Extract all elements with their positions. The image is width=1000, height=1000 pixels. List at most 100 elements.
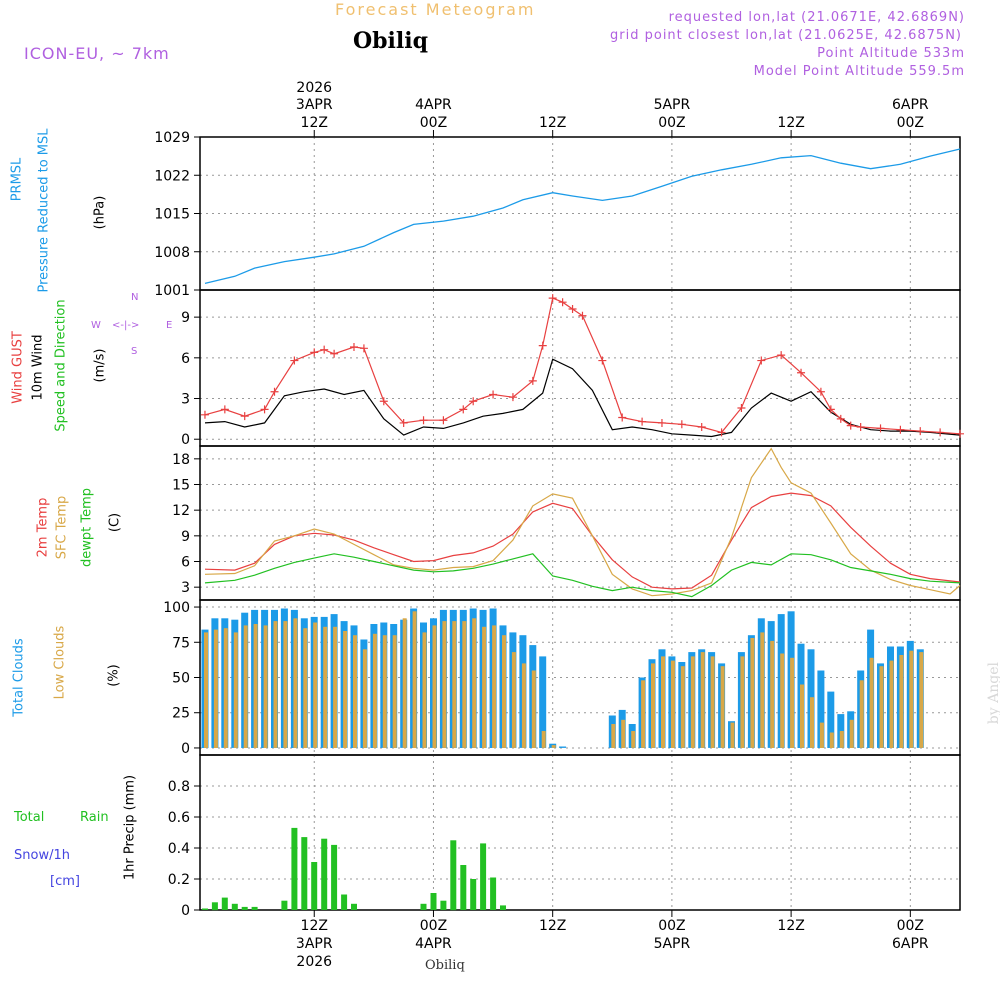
rain-bar: [430, 893, 437, 910]
rain-bar: [281, 900, 288, 910]
low-cloud-bar: [720, 666, 725, 748]
low-cloud-bar: [313, 622, 318, 748]
gust-marker: [260, 405, 269, 414]
low-cloud-bar: [253, 624, 258, 748]
model-altitude: Model Point Altitude 559.5m: [753, 64, 965, 79]
bottom-time-label: 12Z: [777, 918, 804, 934]
low-cloud-bar: [362, 649, 367, 748]
low-cloud-bar: [730, 722, 735, 748]
y-tick-label: 50: [172, 671, 190, 687]
gust-marker: [469, 397, 478, 406]
total-cloud-bar: [827, 691, 835, 748]
low-cloud-bar: [283, 621, 288, 748]
low-cloud-bar: [849, 719, 854, 748]
gust-marker: [797, 368, 806, 377]
low-cloud-bar: [869, 657, 874, 748]
gust-marker: [200, 410, 209, 419]
gust-marker: [399, 418, 408, 427]
low-cloud-bar: [243, 625, 248, 748]
rain-bar: [321, 838, 328, 910]
y-tick-label: 18: [172, 452, 190, 468]
gust-marker: [538, 341, 547, 350]
gust-marker: [528, 376, 537, 385]
low-cloud-bar: [710, 656, 715, 748]
y-tick-label: 0: [181, 432, 190, 448]
low-cloud-bar: [740, 656, 745, 748]
gust-marker: [359, 344, 368, 353]
pressure-line: [204, 148, 961, 285]
low-cloud-bar: [750, 638, 755, 748]
bottom-time-label: 00Z: [658, 918, 685, 934]
y-tick-label: 12: [172, 503, 190, 519]
low-cloud-bar: [442, 621, 447, 748]
low-cloud-bar: [223, 628, 228, 748]
low-cloud-bar: [293, 618, 298, 748]
top-time-label: 00Z: [658, 115, 685, 131]
y-tick-label: 100: [163, 600, 190, 616]
low-cloud-bar: [641, 680, 646, 748]
temp2m-line: [204, 492, 961, 590]
top-time-label: 2026: [296, 80, 332, 96]
low-cloud-bar: [472, 618, 477, 748]
gust-marker: [290, 356, 299, 365]
total-cloud-bar: [559, 746, 567, 748]
requested-coords: requested lon,lat (21.0671E, 42.6869N): [668, 10, 965, 25]
low-cloud-bar: [879, 666, 884, 748]
rain-bar: [341, 894, 348, 910]
low-cloud-bar: [462, 621, 467, 748]
gust-marker: [896, 425, 905, 434]
rain-bar: [420, 903, 427, 910]
top-time-label: 12Z: [777, 115, 804, 131]
low-cloud-bar: [432, 625, 437, 748]
gust-marker: [777, 351, 786, 360]
low-cloud-bar: [343, 631, 348, 748]
y-tick-label: 15: [172, 478, 190, 494]
low-cloud-bar: [780, 653, 785, 748]
low-cloud-bar: [541, 731, 546, 748]
gust-marker: [578, 311, 587, 320]
gridpoint-coords: grid point closest lon,lat (21.0625E, 42…: [610, 28, 962, 43]
low-cloud-bar: [651, 663, 655, 748]
wind-line: [204, 358, 961, 438]
gust-marker: [757, 356, 766, 365]
gust-marker: [459, 405, 468, 414]
low-cloud-bar: [551, 745, 556, 748]
y-tick-label: 1029: [154, 130, 190, 146]
rain-bar: [460, 865, 467, 910]
y-tick-label: 9: [181, 529, 190, 545]
gust-marker: [220, 405, 229, 414]
low-cloud-bar: [372, 633, 377, 748]
low-cloud-bar: [661, 656, 665, 748]
y-tick-label: 9: [181, 310, 190, 326]
top-time-label: 3APR: [296, 97, 333, 113]
low-cloud-bar: [233, 632, 238, 748]
rain-bar: [490, 877, 497, 910]
rain-bar: [331, 844, 338, 910]
gust-marker: [916, 427, 925, 436]
y-tick-label: 0: [181, 741, 190, 757]
y-tick-label: 1008: [154, 245, 190, 261]
gust-marker: [320, 345, 329, 354]
top-time-label: 5APR: [654, 97, 691, 113]
top-time-label: 4APR: [415, 97, 452, 113]
low-cloud-bar: [452, 621, 457, 748]
rain-bar: [500, 905, 506, 910]
low-cloud-bar: [899, 655, 904, 748]
low-cloud-bar: [531, 670, 536, 748]
low-cloud-bar: [700, 652, 705, 748]
top-time-label: 12Z: [539, 115, 566, 131]
low-cloud-bar: [204, 632, 208, 748]
gust-marker: [697, 423, 706, 432]
rain-bar: [291, 827, 298, 910]
low-cloud-bar: [353, 635, 357, 748]
gust-marker: [310, 348, 319, 357]
low-cloud-bar: [521, 663, 526, 748]
low-cloud-bar: [800, 684, 804, 748]
snow-label: Snow/1h: [14, 848, 70, 863]
gust-marker: [349, 342, 358, 351]
bottom-time-label: 3APR: [296, 936, 333, 952]
total-cloud-bar: [817, 670, 825, 748]
compass-e: E: [166, 320, 173, 331]
top-time-label: 12Z: [301, 115, 328, 131]
